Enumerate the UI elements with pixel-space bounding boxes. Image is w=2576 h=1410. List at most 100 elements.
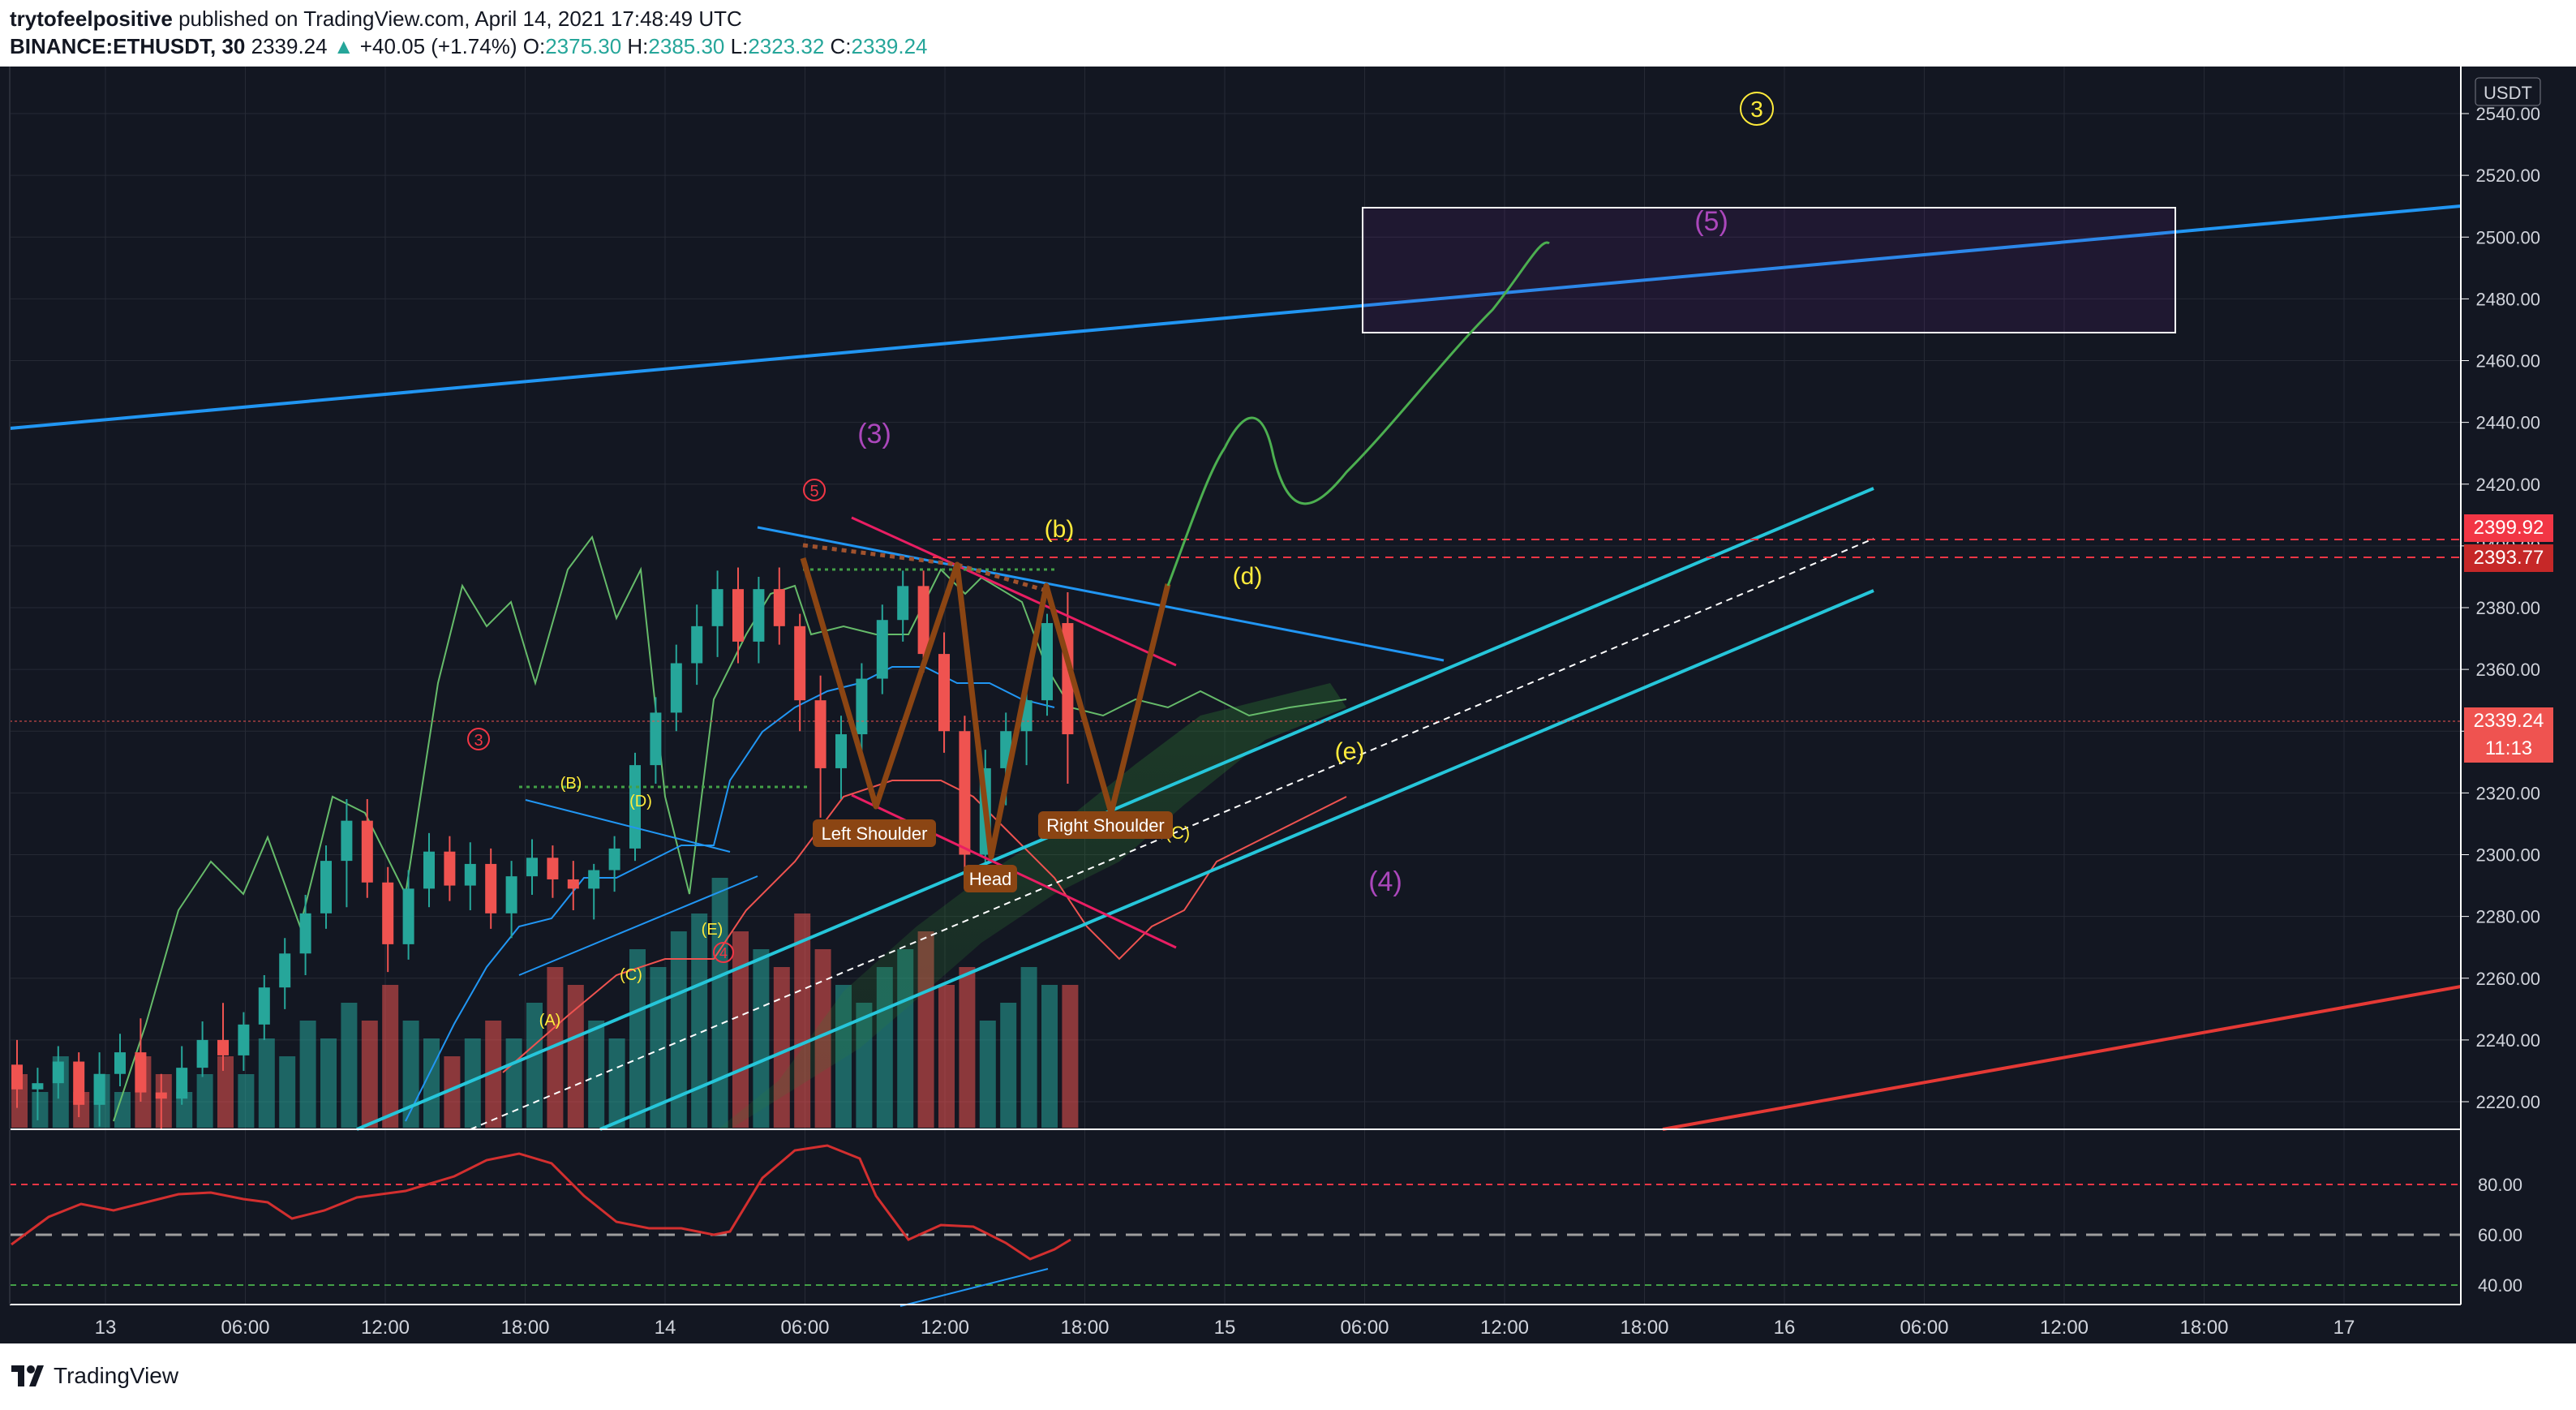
- time-tick-label: 12:00: [2040, 1317, 2089, 1339]
- candle-body: [32, 1083, 44, 1090]
- rsi-pane: [10, 1144, 2461, 1307]
- red-3-label: 3: [474, 732, 483, 750]
- symbol-name[interactable]: BINANCE:ETHUSDT, 30: [10, 34, 246, 58]
- time-tick-label: 06:00: [1340, 1317, 1389, 1339]
- price-tick-label: 2480.00: [2475, 289, 2540, 309]
- volume-bar: [423, 1038, 440, 1128]
- candle-body: [341, 820, 353, 862]
- volume-bar: [629, 949, 646, 1128]
- volume-bar: [217, 1056, 234, 1128]
- low-label: L:: [730, 34, 749, 58]
- volume-bar: [382, 985, 399, 1128]
- red-5-circle-icon: [803, 479, 826, 501]
- volume-bar: [485, 1021, 502, 1128]
- candle-body: [917, 586, 930, 655]
- time-tick-label: 16: [1774, 1317, 1796, 1339]
- level-tag-1: 2399.92: [2464, 514, 2553, 542]
- small-triangle-line: [525, 799, 731, 853]
- volume-bar: [567, 985, 584, 1128]
- volume-bar: [279, 1056, 296, 1128]
- price-tick-label: 2460.00: [2475, 351, 2540, 372]
- candle-body: [114, 1052, 126, 1074]
- wave-3-paren-label: (3): [857, 419, 891, 449]
- brand-logo[interactable]: TradingView: [11, 1363, 178, 1389]
- rsi-axis[interactable]: 80.00 60.00 40.00: [2478, 1175, 2522, 1296]
- price-tick-label: 2220.00: [2475, 1092, 2540, 1112]
- time-tick-label: 13: [95, 1317, 117, 1339]
- candle-body: [670, 663, 682, 713]
- author-name[interactable]: trytofeelpositive: [10, 6, 173, 31]
- wave-d-label: (d): [1233, 563, 1263, 590]
- candle-body: [794, 625, 806, 701]
- price-tick-label: 2260.00: [2475, 969, 2540, 989]
- candle-body: [11, 1064, 23, 1090]
- channel-upper-line: [356, 487, 1874, 1131]
- volume-bar: [1020, 967, 1037, 1128]
- candle-body: [299, 913, 311, 954]
- volume-bar: [959, 967, 976, 1128]
- close-value: 2339.24: [851, 34, 928, 58]
- red-3-circle-icon: [467, 728, 490, 750]
- volume-bar: [505, 1038, 522, 1128]
- time-tick-label: 12:00: [1480, 1317, 1529, 1339]
- candle-body: [773, 589, 785, 626]
- header-bar: trytofeelpositive published on TradingVi…: [0, 0, 2576, 67]
- countdown-tag: 11:13: [2464, 735, 2553, 763]
- candle-body: [876, 620, 888, 679]
- symbol-legend: BINANCE:ETHUSDT, 30 2339.24 ▲ +40.05 (+1…: [10, 34, 928, 59]
- candle-body: [464, 863, 476, 886]
- time-axis[interactable]: 13 06:00 12:00 18:00 14 06:00 12:00 18:00 15 06:0…: [95, 1317, 2355, 1339]
- candle-body: [135, 1052, 147, 1093]
- time-tick-label: 18:00: [2179, 1317, 2228, 1339]
- projected-path-green: [1166, 241, 1550, 587]
- candlestick-series: [11, 567, 1074, 1130]
- target-zone-box[interactable]: [1362, 207, 2176, 333]
- price-tick-label: 2380.00: [2475, 598, 2540, 618]
- ichimoku-cloud: [718, 683, 1346, 1129]
- volume-bar: [979, 1021, 996, 1128]
- wave-3-circle-icon: [1740, 92, 1774, 126]
- price-tick-label: 2440.00: [2475, 413, 2540, 433]
- currency-badge[interactable]: [2475, 77, 2541, 106]
- red-4-label: 4: [719, 945, 728, 961]
- left-shoulder-label: Left Shoulder: [822, 823, 928, 844]
- time-tick-label: 06:00: [221, 1317, 269, 1339]
- volume-bar: [547, 967, 564, 1128]
- red-4-circle-icon: [713, 942, 734, 963]
- time-tick-label: 17: [2333, 1317, 2355, 1339]
- low-value: 2323.32: [748, 34, 825, 58]
- candle-body: [73, 1061, 85, 1105]
- chart-area[interactable]: 3 (5) (3) (4) (b) (d) (e) (C) (B) (D) (C…: [0, 67, 2576, 1343]
- wave-C-label: (C): [620, 966, 642, 984]
- volume-bar: [320, 1038, 337, 1128]
- wave-D-label: (D): [629, 793, 652, 810]
- wave-5-label: (5): [1694, 206, 1728, 237]
- publish-date: published on TradingView.com, April 14, …: [178, 6, 742, 31]
- candle-body: [711, 589, 723, 626]
- candle-body: [897, 586, 909, 621]
- volume-bar: [1000, 1003, 1017, 1128]
- wave-B-label: (B): [560, 775, 582, 793]
- volume-bar: [258, 1038, 275, 1128]
- pink-resistance-line: [851, 516, 1177, 667]
- volume-bar: [732, 931, 749, 1128]
- candle-body: [608, 848, 620, 871]
- candle-body: [320, 861, 332, 913]
- high-value: 2385.30: [648, 34, 725, 58]
- price-tick-label: 2540.00: [2475, 104, 2540, 124]
- rsi-divergence-line: [899, 1268, 1049, 1307]
- time-tick-label: 06:00: [1900, 1317, 1948, 1339]
- volume-bar: [650, 967, 667, 1128]
- price-tick-label: 2420.00: [2475, 475, 2540, 495]
- volume-bar: [608, 1038, 625, 1128]
- candle-body: [485, 863, 497, 913]
- footer-bar: TradingView: [0, 1343, 2576, 1410]
- volume-bar: [1062, 985, 1079, 1128]
- candle-body: [650, 712, 662, 766]
- candle-body: [753, 589, 765, 642]
- candle-body: [196, 1039, 208, 1068]
- candle-body: [382, 882, 394, 944]
- brand-name: TradingView: [54, 1363, 179, 1388]
- candle-body: [588, 870, 600, 889]
- candle-body: [444, 851, 456, 886]
